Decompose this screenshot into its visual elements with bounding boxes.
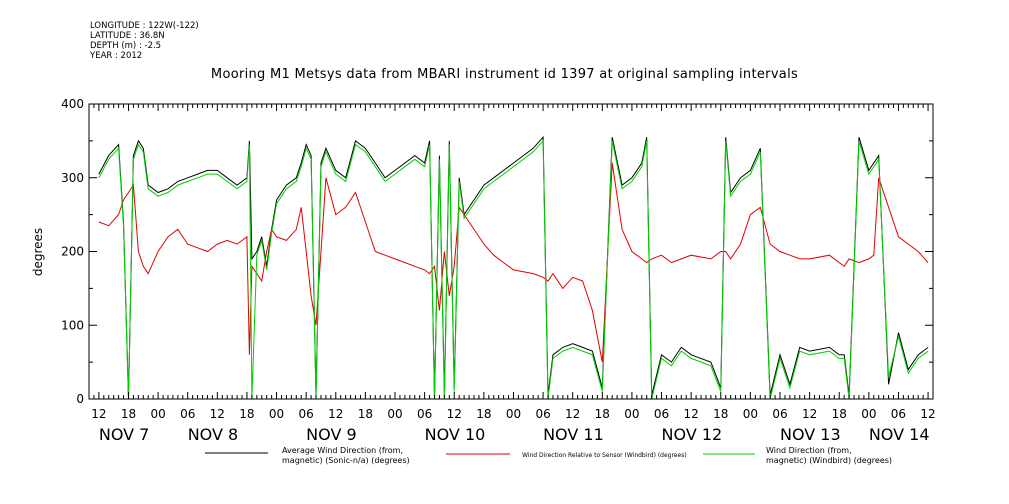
x-tick-label: 00	[387, 407, 402, 421]
y-tick-label: 200	[61, 245, 84, 259]
legend-label-windbird-2: magnetic) (Windbird) (degrees)	[766, 456, 892, 465]
y-tick-label: 100	[61, 318, 84, 332]
axis-layer: 12 18 00 06 12 18 00 06 12 18 00 06 12 18 00 06 12 18 00 06…	[61, 97, 936, 444]
x-tick-label: 00	[861, 407, 876, 421]
x-tick-label: 18	[476, 407, 491, 421]
x-tick-label: 00	[150, 407, 165, 421]
x-tick-label: 12	[565, 407, 580, 421]
series-line-2	[98, 139, 929, 400]
longitude-label: LONGITUDE : 122W(-122)	[90, 21, 199, 31]
x-date-label: NOV 8	[188, 425, 239, 444]
x-tick-label: 12	[91, 407, 106, 421]
x-tick-label: 06	[535, 407, 550, 421]
x-date-label: NOV 7	[99, 425, 149, 444]
x-tick-label: 06	[417, 407, 432, 421]
x-tick-label: 12	[684, 407, 699, 421]
latitude-label: LATITUDE : 36.8N	[90, 31, 165, 41]
x-tick-label: 18	[713, 407, 728, 421]
x-date-label: NOV 11	[543, 425, 604, 444]
x-tick-label: 00	[624, 407, 639, 421]
chart-title: Mooring M1 Metsys data from MBARI instru…	[210, 67, 799, 82]
x-tick-label: 18	[595, 407, 610, 421]
x-date-label: NOV 13	[780, 425, 841, 444]
x-tick-label: 06	[654, 407, 669, 421]
series-line-1	[98, 162, 929, 363]
year-label: YEAR : 2012	[90, 51, 143, 61]
x-tick-label: 12	[447, 407, 462, 421]
legend-label-average-2: magnetic) (Sonic-n/a) (degrees)	[282, 456, 410, 465]
x-tick-label: 12	[920, 407, 935, 421]
x-tick-label: 00	[269, 407, 284, 421]
y-tick-label: 300	[61, 171, 84, 185]
x-tick-label: 00	[506, 407, 521, 421]
series-layer	[98, 135, 929, 400]
y-axis-label: degrees	[31, 228, 45, 276]
x-tick-label: 06	[299, 407, 314, 421]
x-tick-label: 12	[802, 407, 817, 421]
x-date-label: NOV 9	[306, 425, 357, 444]
x-tick-label: 18	[239, 407, 254, 421]
x-tick-label: 06	[891, 407, 906, 421]
legend-label-relative: Wind Direction Relative to Sensor (Windb…	[522, 452, 687, 459]
x-tick-label: 18	[832, 407, 847, 421]
legend-label-windbird-1: Wind Direction (from,	[766, 446, 852, 455]
x-tick-label: 06	[772, 407, 787, 421]
y-tick-label: 400	[61, 97, 84, 111]
x-tick-label: 12	[328, 407, 343, 421]
series-line-0	[98, 135, 929, 400]
metadata-block: LONGITUDE : 122W(-122) LATITUDE : 36.8N …	[90, 21, 199, 61]
x-tick-label: 12	[210, 407, 225, 421]
y-tick-label: 0	[76, 392, 84, 406]
depth-label: DEPTH (m) : -2.5	[90, 41, 162, 51]
x-tick-label: 06	[180, 407, 195, 421]
x-tick-label: 18	[358, 407, 373, 421]
x-date-label: NOV 14	[869, 425, 930, 444]
x-tick-label: 00	[743, 407, 758, 421]
plot-border	[88, 103, 934, 400]
x-tick-label: 18	[121, 407, 136, 421]
x-date-label: NOV 12	[662, 425, 723, 444]
legend-label-average-1: Average Wind Direction (from,	[282, 446, 403, 455]
legend: Average Wind Direction (from, magnetic) …	[205, 446, 892, 465]
x-date-label: NOV 10	[425, 425, 486, 444]
plot-frame	[88, 103, 934, 400]
